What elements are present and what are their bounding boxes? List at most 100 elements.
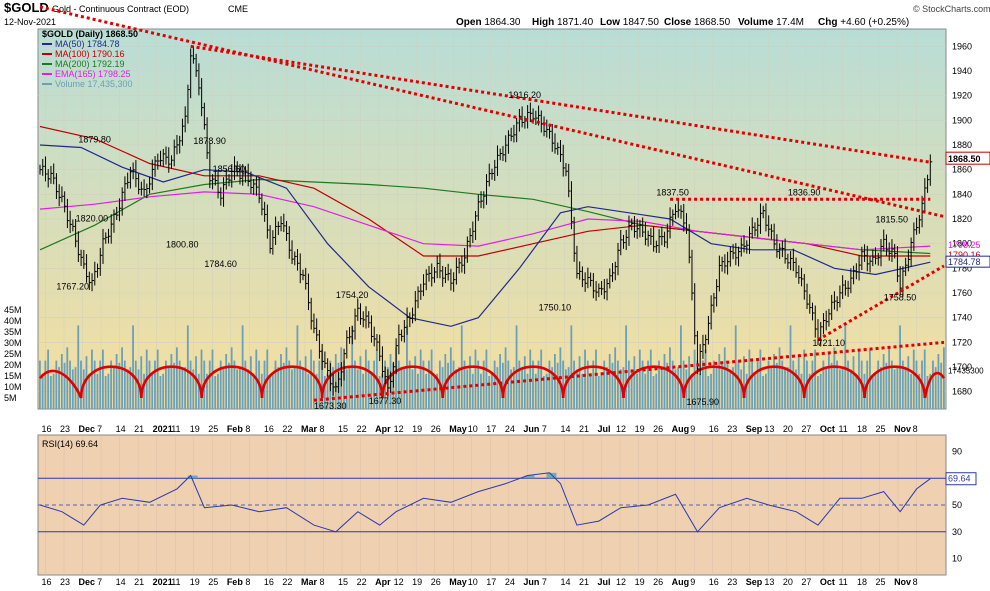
volume-bar <box>874 373 877 409</box>
trendline <box>817 264 945 342</box>
x-tick-label-bottom: 20 <box>783 577 793 587</box>
volume-bar <box>644 373 647 409</box>
ma50-line <box>39 144 931 327</box>
grid-lines <box>38 34 946 575</box>
x-tick-label-bottom: 27 <box>801 577 811 587</box>
volume-bar <box>480 373 482 409</box>
volume-bar <box>940 362 943 409</box>
rsi-axis-label: 90 <box>952 446 962 456</box>
volume-bar <box>118 362 121 409</box>
x-tick-label-bottom: 18 <box>857 577 867 587</box>
x-tick-label: 16 <box>709 424 719 434</box>
high-value: 1871.40 <box>557 17 594 28</box>
volume-bar <box>244 360 247 409</box>
volume-bar <box>638 349 641 409</box>
chart-instrument-name: Gold - Continuous Contract (EOD) <box>52 4 189 14</box>
volume-bar <box>356 369 359 409</box>
volume-axis-label: 20M <box>4 360 22 370</box>
volume-axis-label: 5M <box>4 393 17 403</box>
volume-bar <box>228 362 230 409</box>
svg-text:Volume 17.4M: Volume 17.4M <box>738 17 804 28</box>
price-annotation: 1721.10 <box>813 338 846 348</box>
x-tick-label: Dec <box>79 424 96 434</box>
moving-averages <box>39 125 931 327</box>
volume-bar <box>395 347 397 409</box>
volume-bar <box>85 356 88 409</box>
volume-bar <box>208 360 211 409</box>
volume-bar <box>364 349 367 409</box>
legend-entry: MA(50) 1784.78 <box>55 39 120 49</box>
volume-bar <box>491 373 493 409</box>
volume-bar <box>934 367 937 409</box>
volume-bar <box>606 367 608 409</box>
volume-bar <box>732 367 734 409</box>
volume-bar <box>170 354 173 409</box>
volume-axis-label: 40M <box>4 316 22 326</box>
x-tick-label: 14 <box>560 424 570 434</box>
volume-bar <box>589 373 592 409</box>
volume-bar <box>129 367 132 409</box>
volume-bar <box>400 369 403 409</box>
volume-bar <box>367 360 370 409</box>
volume-bar <box>619 369 622 409</box>
volume-bar <box>140 356 143 409</box>
volume-bar <box>77 325 80 409</box>
volume-bar <box>485 349 488 409</box>
x-tick-label-bottom: 21 <box>579 577 589 587</box>
price-annotation: 1750.10 <box>539 302 572 312</box>
legend-entry: MA(100) 1790.16 <box>55 49 125 59</box>
volume-bar <box>792 360 795 409</box>
price-annotation: 1675.90 <box>686 397 719 407</box>
volume-bar <box>808 373 811 409</box>
cycle-arc <box>200 365 264 399</box>
volume-bar <box>627 360 630 409</box>
volume-bar <box>447 362 449 409</box>
price-axis-label: 1920 <box>952 91 972 101</box>
ma50-right-label: 1784.78 <box>948 257 981 267</box>
svg-text:Chg +4.60 (+0.25%): Chg +4.60 (+0.25%) <box>818 17 909 28</box>
volume-bar <box>312 360 315 409</box>
volume-bar <box>827 354 830 409</box>
rsi-axis-label: 30 <box>952 527 962 537</box>
volume-bar <box>466 369 469 409</box>
x-tick-label: Nov <box>894 424 911 434</box>
x-tick-label: Feb <box>227 424 244 434</box>
volume-bar <box>737 360 740 409</box>
chart-symbol: $GOLD <box>4 0 49 15</box>
high-label: High <box>532 17 554 28</box>
volume-bar <box>112 367 115 409</box>
x-tick-label: 27 <box>801 424 811 434</box>
chg-label: Chg <box>818 17 837 28</box>
volume-bar <box>775 362 778 409</box>
volume-bar <box>321 349 323 409</box>
volume-bar <box>165 360 167 409</box>
x-tick-label: 8 <box>319 424 324 434</box>
x-tick-label: May <box>449 424 467 434</box>
volume-bar <box>937 354 940 409</box>
volume-bar <box>586 360 589 409</box>
price-axis-label: 1760 <box>952 288 972 298</box>
cycle-arc <box>501 365 565 399</box>
price-axis-label: 1960 <box>952 41 972 51</box>
x-tick-label-bottom: 26 <box>653 577 663 587</box>
x-tick-label: 24 <box>505 424 515 434</box>
volume-bar <box>408 360 411 409</box>
volume-bar <box>471 373 474 409</box>
svg-text:High 1871.40: High 1871.40 <box>532 17 594 28</box>
volume-bar <box>786 367 789 409</box>
volume-bar <box>745 373 748 409</box>
volume-bar <box>614 347 617 409</box>
x-tick-label: 13 <box>764 424 774 434</box>
x-tick-label-bottom: 12 <box>616 577 626 587</box>
price-annotation: 1758.50 <box>884 292 917 302</box>
x-tick-label: 7 <box>97 424 102 434</box>
cycle-arc <box>260 365 324 399</box>
volume-bar <box>592 360 595 409</box>
volume-bar <box>41 373 44 409</box>
cycle-arc <box>320 365 384 399</box>
volume-bar <box>734 325 737 409</box>
volume-bar <box>115 354 118 409</box>
volume-bar <box>526 373 529 409</box>
volume-bar <box>293 367 296 409</box>
